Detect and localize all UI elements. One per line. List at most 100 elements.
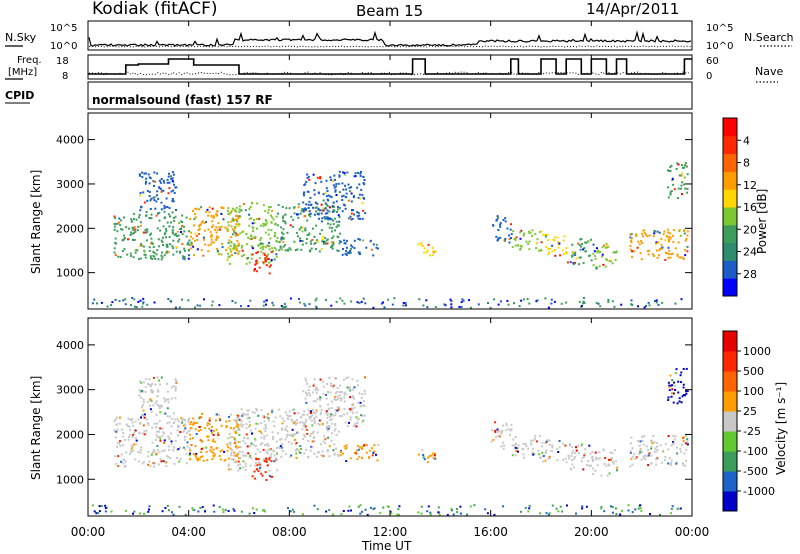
colorbar-tick-label: 24 [743,246,757,259]
scatter-patch-1 [138,376,178,419]
colorbar-swatch [723,351,737,372]
colorbar-swatch [723,135,737,155]
colorbar-swatch [723,391,737,412]
scatter-patch-3 [227,408,279,472]
scatter-patch-8 [417,449,437,464]
scatter-patch-12 [566,238,593,266]
scatter-patch-13 [591,448,619,477]
colorbar-tick-label: 1000 [743,345,771,358]
nsearch-label: N.Search [744,31,794,44]
velocity-colorbar: 1000 500 100 25 -25 -100 -500 -1000 [722,330,775,512]
colorbar-tick-label: 8 [743,157,750,170]
beam-title: Beam 15 [356,2,423,20]
x-tick-label: 20:00 [574,525,609,539]
cpid-label: CPID [5,89,34,102]
scatter-patch-6 [302,170,367,221]
y-tick-label: 2000 [56,222,84,235]
colorbar-tick-label: -1000 [743,485,775,498]
scatter-patch-15 [666,162,689,200]
scatter-patch-10 [511,229,543,252]
x-tick-label: 08:00 [272,525,307,539]
colorbar-swatch [723,242,737,261]
colorbar-tick-label: 12 [743,179,757,192]
date-title: 14/Apr/2011 [586,0,679,18]
colorbar-swatch [723,118,737,137]
time-x-axis: 00:00 04:00 08:00 12:00 16:00 20:00 00:00 [71,21,709,539]
cpid-panel: CPID normalsound (fast) 157 RF [5,81,693,110]
scatter-patch-10 [511,434,543,459]
scatter-patch-5 [277,408,341,459]
scatter-patch-7 [339,443,380,463]
colorbar-tick-label: 4 [743,134,750,147]
power-y-axis: 1000 2000 3000 4000 [56,134,692,280]
x-tick-label: 16:00 [473,525,508,539]
near-range-scatter [91,297,683,309]
colorbar-swatch [723,331,737,352]
scatter-patch-14 [629,434,689,468]
station-title: Kodiak (fitACF) [92,0,218,19]
y-tick-label: 1000 [56,473,84,486]
x-tick-label: 04:00 [171,525,206,539]
colorbar-swatch [723,491,737,512]
scatter-patch-2 [189,206,241,257]
scatter-patch-2 [188,412,241,463]
colorbar-swatch [723,431,737,452]
colorbar-swatch [723,171,737,190]
x-tick-label: 00:00 [71,525,106,539]
colorbar-swatch [723,278,737,297]
noise-tick-low-right: 10^0 [706,41,733,52]
velocity-colorbar-label: Velocity [m s⁻¹] [774,382,788,475]
colorbar-tick-label: -500 [743,465,768,478]
power-ylabel: Slant Range [km] [29,170,43,274]
scatter-patch-11 [541,439,568,464]
colorbar-swatch [723,207,737,226]
scatter-patch-15 [667,367,689,405]
scatter-patch-1 [138,171,178,212]
nave-tick-high: 60 [706,56,719,67]
scatter-patch-9 [492,215,513,244]
cpid-text: normalsound (fast) 157 RF [92,93,273,107]
colorbar-tick-label: 25 [743,405,757,418]
colorbar-swatch [723,189,737,208]
colorbar-tick-label: -100 [743,445,768,458]
noise-tick-high-right: 10^5 [706,23,733,34]
scatter-patch-8 [417,242,437,257]
scatter-patch-12 [567,443,593,471]
colorbar-swatch [723,451,737,472]
colorbar-tick-label: 500 [743,365,764,378]
velocity-panel [87,317,693,517]
y-tick-label: 1000 [56,267,84,280]
nsky-label: N.Sky [5,31,37,44]
scatter-patch-9 [490,421,513,450]
colorbar-tick-label: 100 [743,385,764,398]
near-range-scatter [91,504,682,516]
nave-tick-low: 0 [706,71,712,82]
scatter-patch-0 [113,210,191,261]
scatter-patch-5 [276,201,342,253]
x-tick-label: 12:00 [373,525,408,539]
velocity-y-axis: 1000 2000 3000 4000 [56,339,692,486]
y-tick-label: 3000 [56,384,84,397]
scatter-patch-14 [629,228,689,261]
power-panel [87,112,693,310]
scatter-patch-3 [226,201,279,265]
velocity-ylabel: Slant Range [km] [29,376,43,480]
scatter-patch-13 [592,242,618,270]
noise-tick-high-left: 10^5 [50,23,77,34]
freq-panel: Freq. [MHz] 18 8 60 0 Nave [5,54,783,83]
y-tick-label: 2000 [56,428,84,441]
power-colorbar-label: Power [dB] [755,189,769,254]
noise-panel: N.Sky N.Search 10^5 10^0 10^5 10^0 [5,20,794,52]
colorbar-tick-label: 20 [743,223,757,236]
colorbar-tick-label: 16 [743,201,757,214]
freq-label: Freq. [17,55,42,66]
nsearch-trace [88,45,692,48]
scatter-patch-6 [302,376,366,428]
xaxis-label: Time UT [361,539,412,553]
freq-tick-high: 18 [56,56,69,67]
colorbar-swatch [723,471,737,492]
colorbar-swatch [723,153,737,172]
colorbar-swatch [723,371,737,392]
colorbar-swatch [723,224,737,244]
freq-trace [88,58,692,75]
